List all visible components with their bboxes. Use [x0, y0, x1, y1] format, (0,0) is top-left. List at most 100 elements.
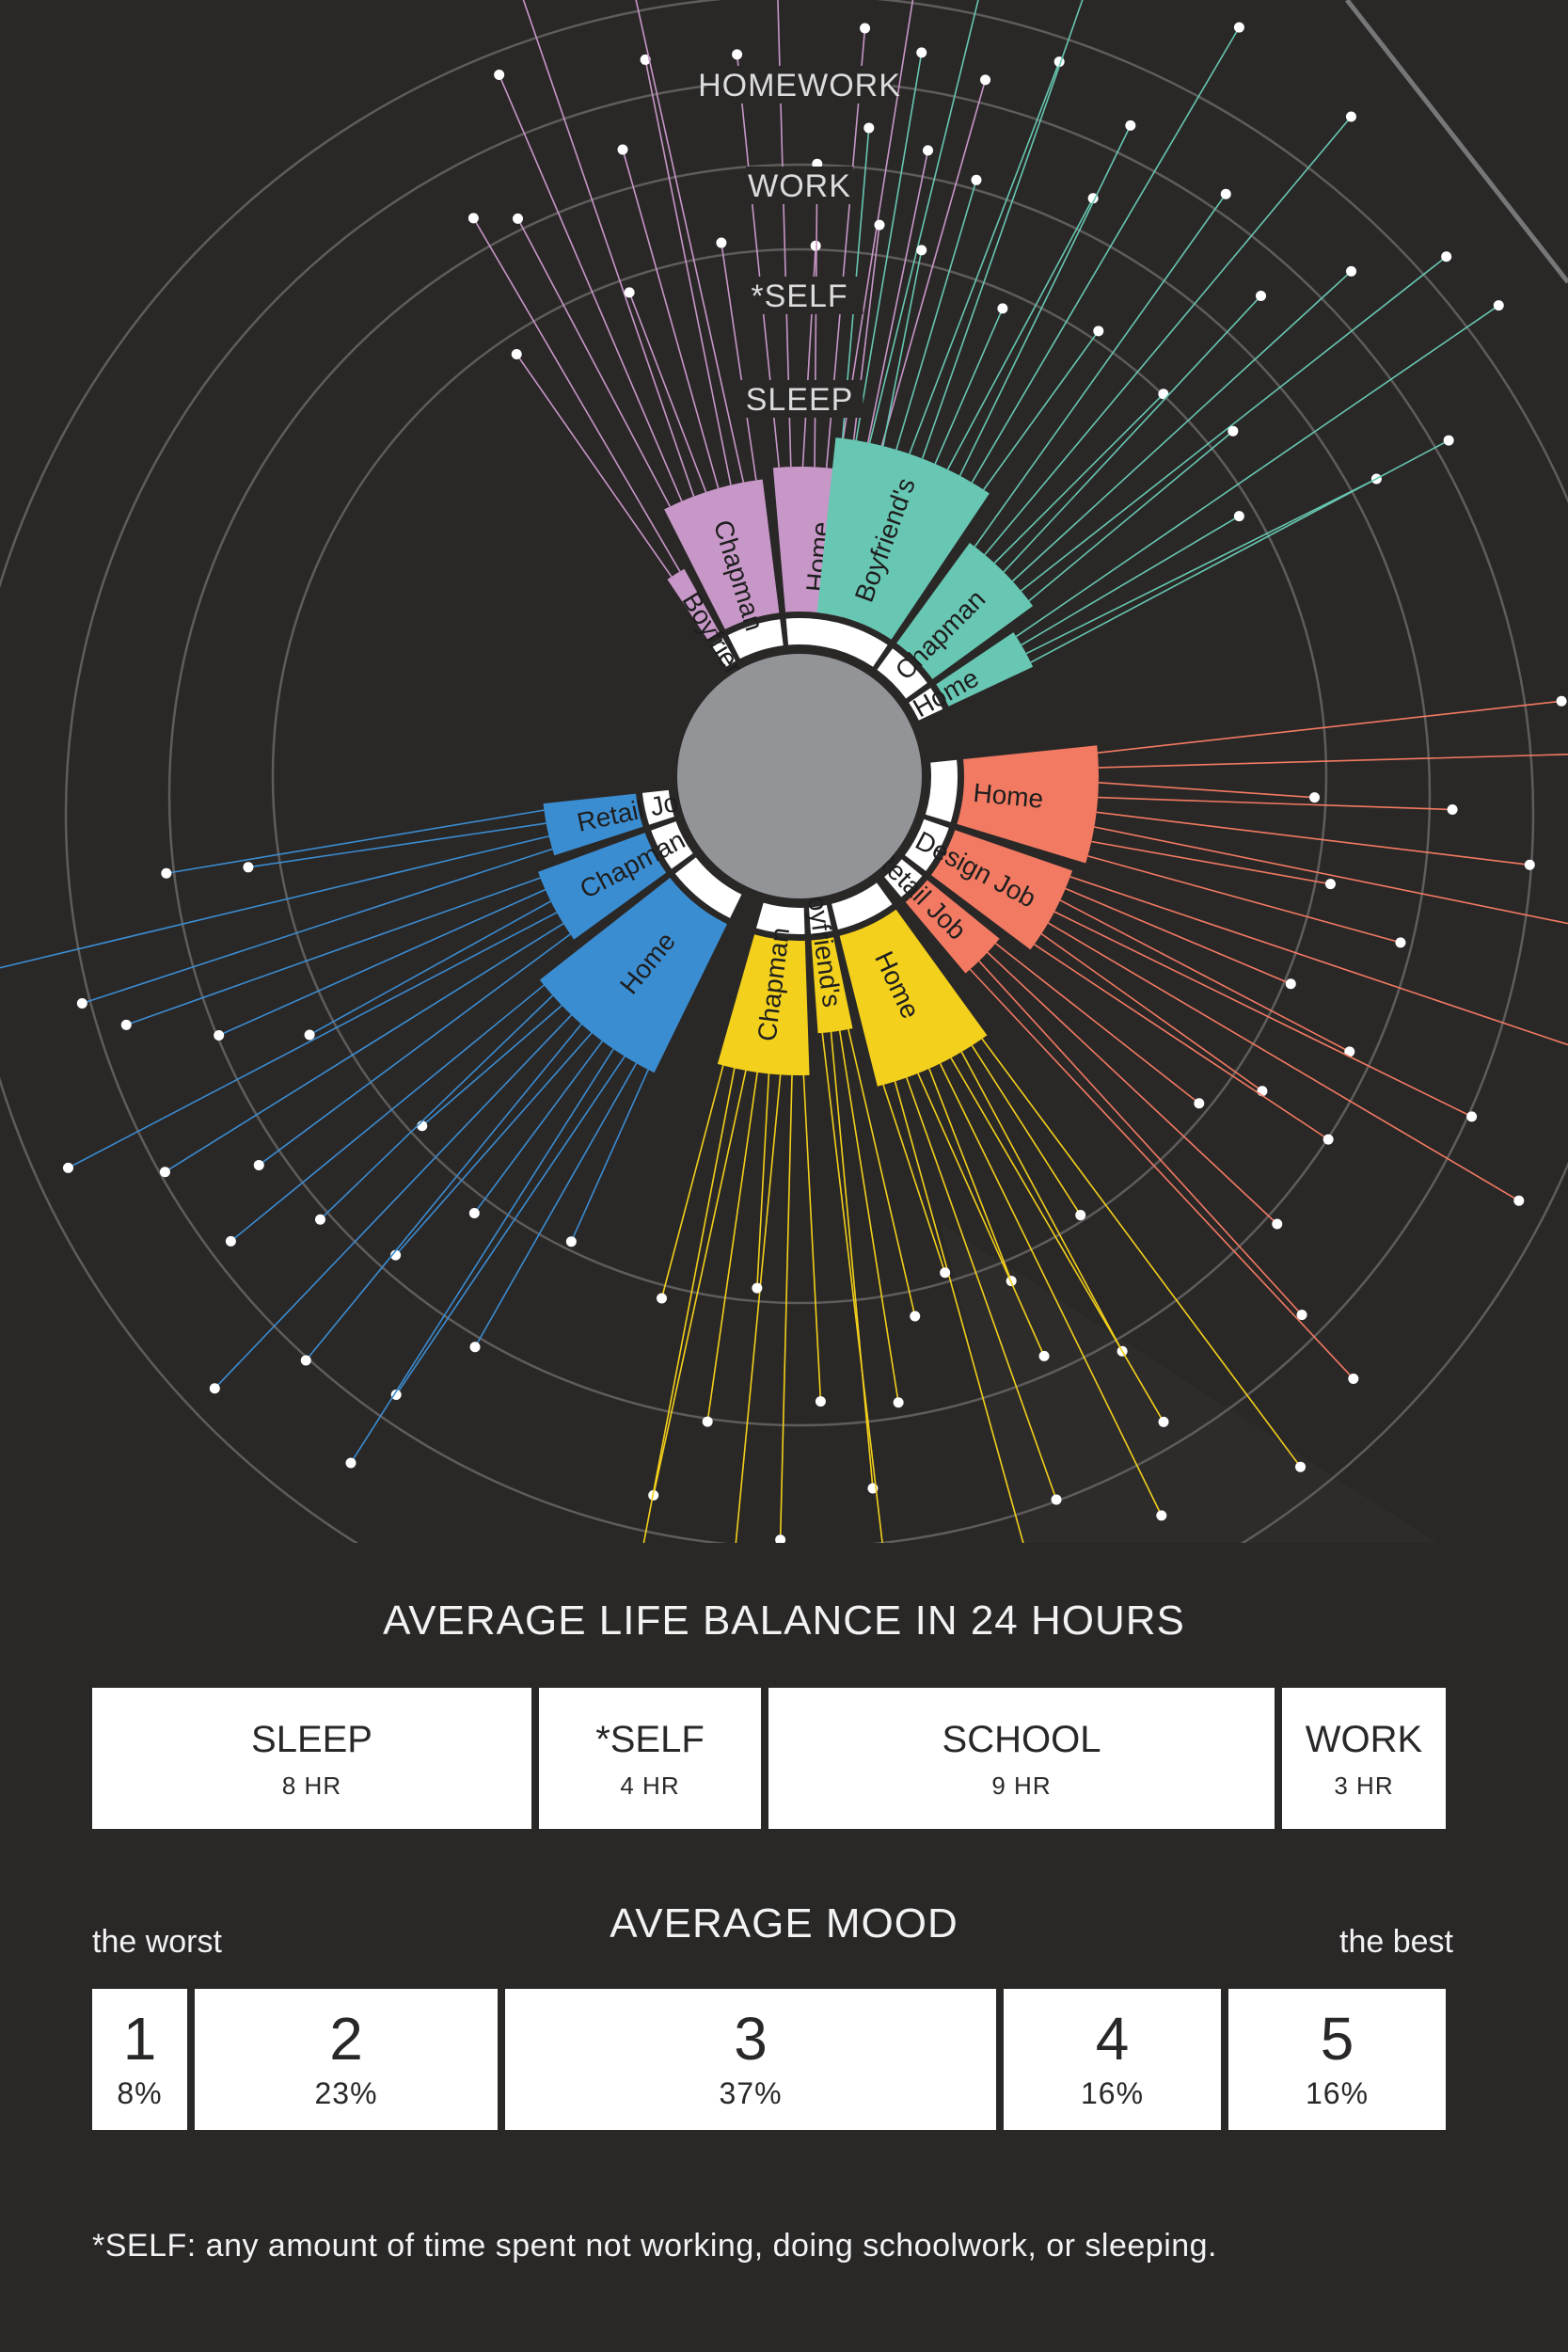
connector-dot	[916, 245, 927, 256]
connector-dot	[1093, 326, 1104, 337]
connector-line	[984, 116, 1353, 556]
footnote: *SELF: any amount of time spent not work…	[92, 2228, 1218, 2264]
mood-score: 2	[329, 2004, 363, 2073]
connector-line	[814, 164, 818, 468]
connector-dot	[1285, 978, 1296, 990]
segment-tab	[813, 618, 888, 667]
segment-wedge	[667, 568, 720, 640]
connector-dot	[1158, 389, 1169, 400]
connector-line	[958, 124, 1132, 477]
connector-line	[1069, 876, 1568, 1046]
connector-dot	[702, 1416, 713, 1427]
segment-tab	[904, 818, 949, 871]
connector-dot	[1395, 937, 1406, 948]
segment-wedge	[957, 745, 1099, 864]
connector-line	[1059, 899, 1351, 1053]
connector-line	[474, 1062, 638, 1348]
connector-dot	[1125, 119, 1136, 131]
segment-label: Home	[972, 778, 1044, 814]
connector-dot	[1443, 435, 1454, 446]
connector-line	[1015, 305, 1499, 638]
connector-dot	[916, 47, 927, 58]
connector-line	[993, 393, 1164, 564]
connector-line	[1087, 855, 1402, 944]
mood-box-4: 4 16%	[1004, 1989, 1221, 2130]
connector-line	[830, 1031, 874, 1489]
connector-dot	[617, 144, 628, 155]
connector-dot	[1324, 879, 1336, 890]
connector-dot	[752, 1282, 763, 1294]
balance-box-sleep: SLEEP 8 HR	[92, 1688, 531, 1829]
connector-dot	[304, 1029, 315, 1041]
mood-percent: 16%	[1305, 2076, 1370, 2111]
mood-box-1: 1 8%	[92, 1989, 187, 2130]
connector-line	[847, 1028, 916, 1317]
connector-dot	[1233, 511, 1244, 522]
ring-label: WORK	[748, 168, 851, 204]
connector-dot	[893, 1397, 904, 1408]
connector-line	[628, 292, 707, 493]
segment-wedge	[896, 542, 1034, 679]
connector-line	[82, 848, 553, 1005]
balance-label: *SELF	[595, 1718, 705, 1760]
connector-dot	[1156, 1510, 1167, 1521]
connector-line	[802, 1074, 822, 1402]
connector-line	[319, 994, 554, 1220]
connector-dot	[940, 1267, 951, 1279]
segment-wedge	[811, 937, 853, 1034]
connector-dot	[1493, 300, 1504, 311]
connector-dot	[1296, 1310, 1307, 1321]
ring-label-bg	[746, 167, 853, 204]
ring-label: HOMEWORK	[698, 68, 901, 103]
connector-line	[247, 822, 546, 868]
balance-title: AVERAGE LIFE BALANCE IN 24 HOURS	[383, 1597, 1185, 1644]
connector-dot	[1051, 1494, 1062, 1505]
connector-line	[309, 900, 551, 1036]
connector-dot	[565, 1236, 577, 1248]
connector-dot	[971, 174, 982, 185]
balance-box-work: WORK 3 HR	[1282, 1688, 1446, 1829]
connector-line	[1097, 700, 1562, 754]
connector-line	[779, 1074, 793, 1540]
segment-tab	[925, 759, 958, 822]
ring-label: *SELF	[751, 278, 847, 314]
connector-line	[472, 217, 681, 572]
connector-dot	[494, 70, 505, 81]
connector-dot	[1158, 1416, 1169, 1427]
connector-dot	[624, 287, 635, 298]
segment-tab	[651, 821, 693, 869]
connector-dot	[390, 1390, 402, 1401]
connector-dot	[1513, 1195, 1525, 1206]
connector-line	[1003, 294, 1262, 573]
connector-line	[981, 1038, 1302, 1468]
connector-line	[395, 1056, 626, 1395]
connector-line	[395, 1032, 593, 1256]
segment-wedge	[816, 437, 990, 640]
segment-wedge	[543, 793, 643, 856]
connector-line	[895, 180, 977, 451]
segment-tab	[755, 902, 805, 934]
center-hub	[677, 654, 922, 898]
connector-dot	[62, 1162, 73, 1173]
segment-wedge	[539, 877, 728, 1073]
segment-wedge	[664, 479, 780, 629]
connector-dot	[997, 303, 1008, 314]
connector-dot	[467, 213, 479, 224]
connector-dot	[300, 1355, 311, 1366]
connector-line	[974, 193, 1227, 548]
connector-line	[0, 835, 549, 969]
connector-dot	[656, 1293, 667, 1304]
segment-tab	[909, 688, 943, 721]
connector-line	[642, 1068, 736, 1543]
connector-line	[882, 249, 923, 447]
connector-dot	[120, 1019, 132, 1030]
connector-line	[165, 922, 564, 1173]
mood-score: 5	[1320, 2004, 1354, 2073]
connector-line	[516, 217, 671, 507]
connector-line	[350, 1048, 614, 1464]
connector-dot	[390, 1249, 402, 1261]
mood-score: 4	[1095, 2004, 1130, 2073]
connector-line	[983, 330, 1100, 490]
connector-dot	[1220, 188, 1231, 199]
connector-line	[909, 61, 1060, 454]
